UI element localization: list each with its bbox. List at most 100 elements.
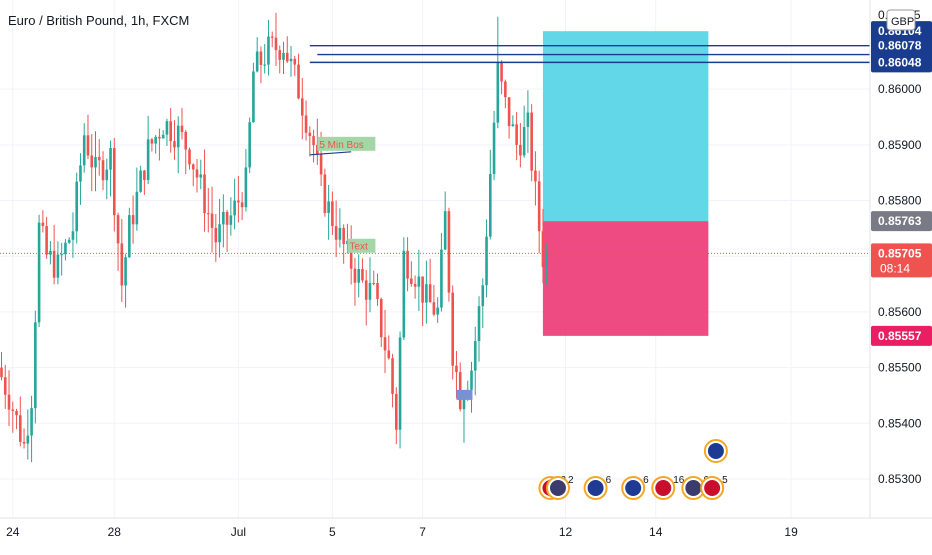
candle-body bbox=[154, 136, 157, 144]
event-markers[interactable]: 22661665 bbox=[538, 439, 728, 500]
candle-body bbox=[161, 134, 165, 139]
target-label-box[interactable] bbox=[871, 21, 932, 42]
candle-body bbox=[334, 226, 338, 240]
price-tick-label: 0.85900 bbox=[878, 138, 922, 152]
candle-body bbox=[541, 231, 545, 268]
candle-body bbox=[237, 200, 240, 203]
flag-uk-icon bbox=[704, 480, 721, 496]
candle-body bbox=[67, 239, 71, 243]
candle-body bbox=[244, 167, 248, 208]
candle-body bbox=[477, 306, 481, 342]
candle-body bbox=[443, 211, 447, 250]
candle-body bbox=[199, 174, 203, 178]
candle-body bbox=[233, 200, 236, 216]
candle-body bbox=[86, 135, 90, 156]
price-label-box[interactable] bbox=[871, 211, 932, 232]
candle-body bbox=[425, 284, 428, 303]
candle-body bbox=[143, 170, 146, 180]
position-stop-zone[interactable] bbox=[542, 221, 709, 336]
candle-body bbox=[195, 169, 199, 178]
time-tick-label: 19 bbox=[784, 525, 798, 539]
price-label-text: 0.85557 bbox=[878, 329, 922, 343]
price-label-box[interactable] bbox=[871, 243, 932, 278]
position-tool[interactable] bbox=[542, 31, 709, 336]
candle-body bbox=[530, 112, 533, 171]
candle-body bbox=[90, 155, 94, 168]
currency-badge-text: GBP bbox=[891, 16, 914, 28]
candle-body bbox=[402, 250, 406, 338]
annotation-text[interactable]: 5 Min Bos bbox=[319, 140, 363, 151]
candle-body bbox=[342, 227, 345, 245]
flag-uk-icon bbox=[655, 480, 672, 496]
horizontal-lines[interactable] bbox=[309, 44, 870, 64]
candle-body bbox=[26, 435, 30, 444]
annotation-box[interactable] bbox=[347, 238, 376, 253]
price-label-text: 0.85705 bbox=[878, 246, 922, 260]
candle-body bbox=[537, 181, 541, 232]
time-tick-label: Jul bbox=[231, 525, 246, 539]
currency-badge[interactable] bbox=[886, 9, 916, 31]
annotation-box[interactable] bbox=[317, 136, 376, 151]
candle-body bbox=[395, 393, 398, 430]
candle-body bbox=[323, 174, 327, 213]
candle-body bbox=[248, 122, 251, 168]
candle-body bbox=[71, 231, 75, 240]
annotations[interactable]: 5 Min Bos Text bbox=[309, 136, 473, 400]
candle-body bbox=[308, 132, 312, 137]
candle-body bbox=[297, 64, 300, 99]
hline-label-text: 0.86048 bbox=[878, 55, 922, 69]
candle-body bbox=[3, 377, 7, 395]
candle-body bbox=[451, 292, 454, 366]
time-axis[interactable]: 24 28 Jul 5 7 12 14 19 bbox=[0, 517, 932, 550]
candle-body bbox=[391, 358, 394, 394]
candle-body bbox=[49, 250, 52, 255]
candle-body bbox=[146, 139, 150, 180]
candle-body bbox=[278, 50, 282, 60]
candle-body bbox=[184, 131, 188, 150]
candle-body bbox=[331, 201, 334, 227]
candle-body bbox=[470, 370, 473, 390]
time-tick-label: 14 bbox=[649, 525, 663, 539]
candle-body bbox=[150, 139, 154, 144]
candle-body bbox=[109, 148, 112, 170]
candle-body bbox=[188, 149, 191, 165]
price-label-box[interactable] bbox=[871, 325, 932, 346]
annotation-arrow[interactable] bbox=[309, 151, 352, 156]
candle-body bbox=[372, 283, 376, 285]
candle-body bbox=[304, 115, 308, 133]
time-tick-label: 24 bbox=[6, 525, 20, 539]
time-tick-label: 28 bbox=[108, 525, 122, 539]
candle-body bbox=[410, 278, 413, 284]
candle-body bbox=[52, 250, 56, 278]
candle-body bbox=[82, 135, 86, 166]
candle-body bbox=[267, 36, 270, 65]
candle-body bbox=[64, 242, 67, 255]
candle-body bbox=[447, 211, 451, 293]
candle-body bbox=[387, 350, 391, 359]
candle-body bbox=[526, 112, 530, 127]
price-axis[interactable]: 0.853000.854000.855000.856000.857000.858… bbox=[869, 0, 932, 550]
candle-body bbox=[56, 254, 60, 278]
candle-body bbox=[259, 51, 263, 65]
candle-body bbox=[436, 307, 439, 315]
candle-body bbox=[34, 322, 37, 409]
position-target-zone[interactable] bbox=[542, 31, 709, 222]
candle-body bbox=[124, 257, 127, 286]
candle-body bbox=[105, 169, 109, 181]
rectangle-drawing[interactable] bbox=[456, 389, 473, 400]
candle-body bbox=[413, 283, 417, 287]
price-tick-label: 0.85500 bbox=[878, 361, 922, 375]
candle-body bbox=[293, 58, 297, 65]
candle-body bbox=[383, 337, 387, 351]
annotation-text[interactable]: Text bbox=[349, 242, 368, 253]
candle-body bbox=[379, 298, 383, 338]
candle-body bbox=[203, 174, 206, 214]
candle-body bbox=[210, 213, 214, 228]
candle-body bbox=[11, 409, 15, 411]
candle-body bbox=[101, 160, 105, 181]
candle-body bbox=[361, 268, 364, 281]
hline-label-box[interactable] bbox=[871, 52, 932, 73]
candle-body bbox=[30, 408, 33, 436]
